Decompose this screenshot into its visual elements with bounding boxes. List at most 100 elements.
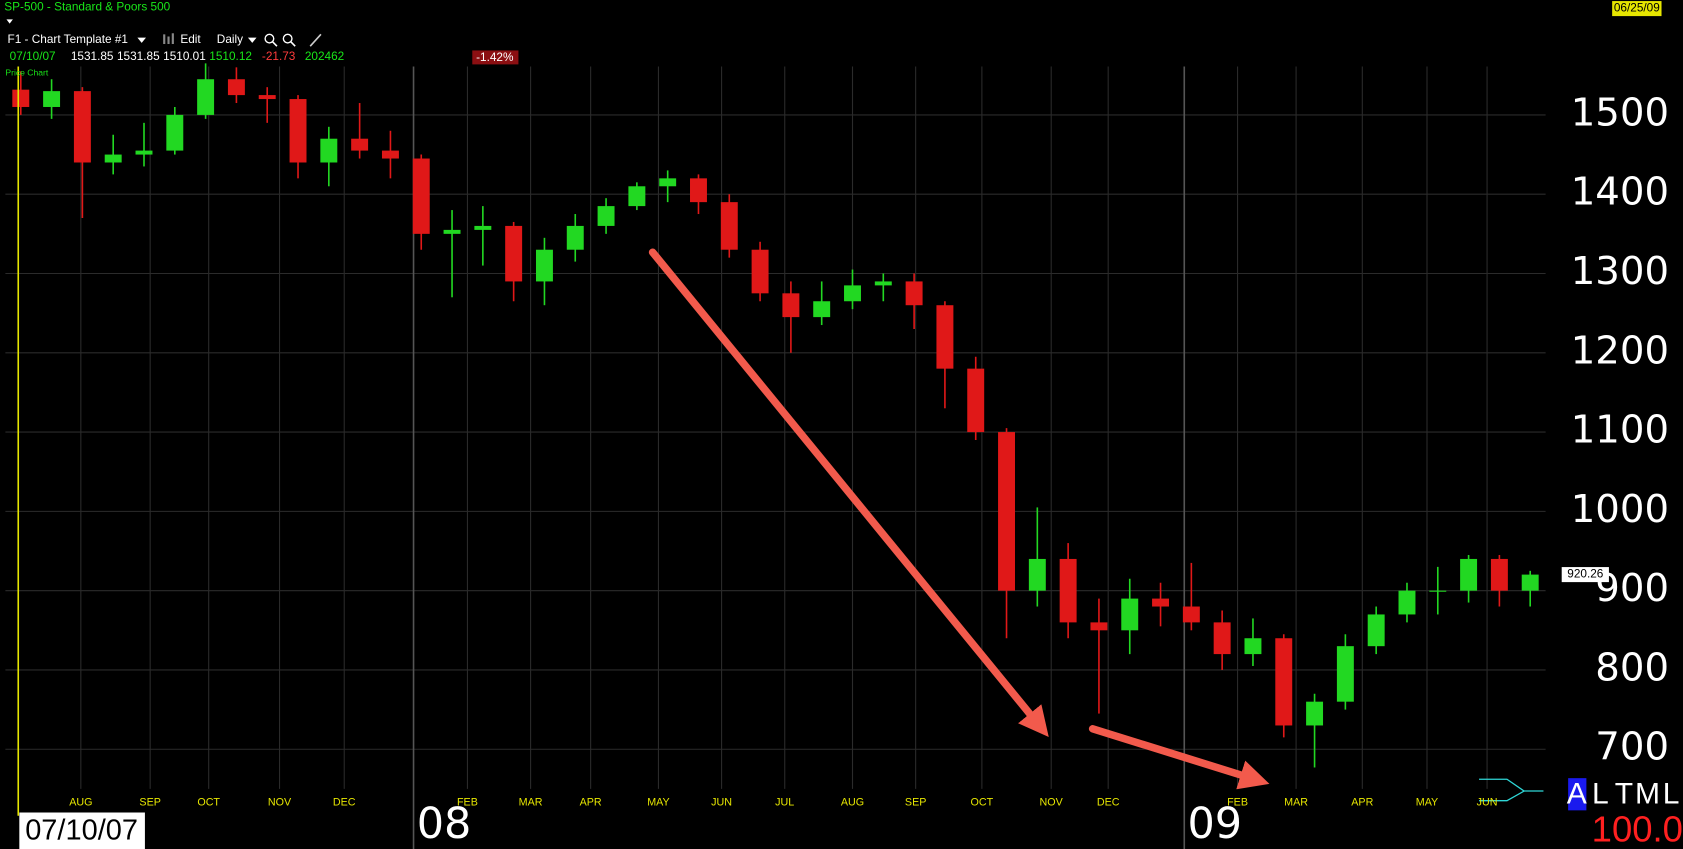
indicator-letter: L bbox=[1592, 777, 1609, 810]
candle-body bbox=[320, 138, 338, 163]
date-box bbox=[1612, 1, 1662, 17]
candle-body bbox=[566, 225, 584, 250]
cursor-date-box bbox=[19, 812, 145, 849]
candle-body bbox=[1521, 574, 1539, 591]
y-tick-label: 1100 bbox=[1571, 408, 1669, 453]
candle-body bbox=[258, 95, 276, 100]
quote-date: 07/10/07 bbox=[10, 49, 56, 63]
x-tick-label: FEB bbox=[1227, 797, 1248, 809]
period[interactable]: Daily bbox=[217, 32, 243, 46]
candle-body bbox=[751, 249, 769, 294]
quote-open: 1531.85 bbox=[71, 49, 114, 63]
bars-icon[interactable] bbox=[171, 33, 174, 45]
y-tick-label: 1500 bbox=[1571, 90, 1669, 135]
candle-body bbox=[1306, 701, 1324, 726]
candle-body bbox=[1121, 598, 1139, 631]
candle-body bbox=[289, 99, 307, 163]
candle-body bbox=[782, 293, 800, 318]
arrow bbox=[1088, 725, 1270, 790]
x-tick-label: MAR bbox=[1284, 797, 1308, 809]
bars-icon[interactable] bbox=[167, 36, 170, 45]
candle-body bbox=[1244, 638, 1262, 655]
grid bbox=[5, 66, 1546, 849]
y-tick-label: 1000 bbox=[1571, 487, 1669, 532]
quote-high: 1531.85 bbox=[117, 49, 160, 63]
indicator-value: 100.0 bbox=[1592, 808, 1683, 849]
x-tick-label: JUN bbox=[1477, 797, 1498, 809]
quote-volume: 202462 bbox=[305, 49, 344, 63]
zoom-in-icon[interactable] bbox=[264, 33, 275, 44]
x-tick-label: SEP bbox=[905, 797, 926, 809]
indicator-highlight bbox=[1568, 778, 1587, 811]
edit-button[interactable]: Edit bbox=[180, 32, 201, 46]
candle-body bbox=[1028, 558, 1046, 591]
change-pct-box bbox=[472, 50, 519, 65]
candle-body bbox=[535, 249, 553, 282]
candle-body bbox=[936, 305, 954, 369]
candle-body bbox=[628, 186, 646, 207]
y-tick-label: 1300 bbox=[1571, 249, 1669, 294]
arrow bbox=[648, 248, 1049, 738]
panel-label: Price Chart bbox=[5, 67, 49, 77]
dropdown-arrow[interactable] bbox=[137, 37, 146, 43]
candle-body bbox=[1460, 558, 1478, 591]
candle-body bbox=[412, 158, 430, 234]
candle-body bbox=[43, 91, 61, 107]
candle-body bbox=[844, 285, 861, 302]
draw-tool-icon[interactable] bbox=[309, 33, 322, 47]
dropdown-arrow[interactable] bbox=[247, 37, 257, 43]
symbol: SP-500 - Standard & Poors 500 bbox=[4, 0, 170, 14]
candle-body bbox=[197, 79, 215, 115]
change-pct: -1.42% bbox=[476, 50, 514, 64]
x-tick-label: SEP bbox=[139, 797, 160, 809]
quote-low: 1510.01 bbox=[163, 49, 206, 63]
candle-body bbox=[381, 150, 399, 159]
candle-body bbox=[474, 225, 492, 230]
candle-body bbox=[1490, 558, 1508, 591]
plot bbox=[12, 63, 1539, 768]
candle-body bbox=[967, 368, 985, 433]
y-tick-label: 700 bbox=[1595, 725, 1669, 770]
candle-body bbox=[73, 91, 91, 163]
candle-body bbox=[720, 202, 738, 250]
x-tick-label: MAR bbox=[519, 797, 543, 809]
candle-body bbox=[443, 229, 461, 234]
last-price-label: 920.26 bbox=[1567, 567, 1604, 581]
quote-close: 1510.12 bbox=[209, 49, 252, 63]
menu-arrow[interactable] bbox=[6, 19, 13, 24]
template[interactable]: F1 - Chart Template #1 bbox=[8, 32, 128, 46]
x-tick-label: DEC bbox=[1097, 797, 1120, 809]
x-tick-label: MAY bbox=[1416, 797, 1438, 809]
zoom-in-icon bbox=[272, 41, 278, 47]
y-tick-label: 1400 bbox=[1571, 170, 1669, 215]
x-tick-label: AUG bbox=[69, 797, 92, 809]
y-tick-label: 800 bbox=[1595, 645, 1669, 690]
x-tick-label: APR bbox=[1351, 797, 1373, 809]
x-tick-label: OCT bbox=[971, 797, 994, 809]
zoom-out-icon[interactable] bbox=[282, 33, 293, 44]
x-tick-label: FEB bbox=[457, 797, 478, 809]
candle-body bbox=[1182, 606, 1200, 623]
x-tick-label: OCT bbox=[197, 797, 220, 809]
candle-body bbox=[1398, 590, 1416, 615]
candle-body bbox=[1090, 622, 1108, 631]
quote-change: -21.73 bbox=[262, 49, 296, 63]
year-label: 08 bbox=[417, 799, 472, 849]
candle-body bbox=[1275, 638, 1293, 726]
x-tick-label: DEC bbox=[333, 797, 356, 809]
candle-body bbox=[1367, 614, 1385, 647]
bars-icon[interactable] bbox=[163, 34, 166, 45]
candle-body bbox=[1152, 598, 1170, 607]
candle-body bbox=[1336, 646, 1354, 702]
candle-body bbox=[1059, 558, 1077, 623]
y-tick-label: 1200 bbox=[1571, 328, 1669, 373]
indicator-letter: L bbox=[1663, 777, 1680, 810]
indicator-letter: T bbox=[1615, 777, 1633, 810]
x-tick-label: NOV bbox=[1040, 797, 1064, 809]
date: 06/25/09 bbox=[1614, 1, 1660, 15]
candle-body bbox=[351, 138, 369, 151]
zoom-out-icon bbox=[290, 41, 296, 47]
indicator-letter: A bbox=[1567, 777, 1587, 810]
